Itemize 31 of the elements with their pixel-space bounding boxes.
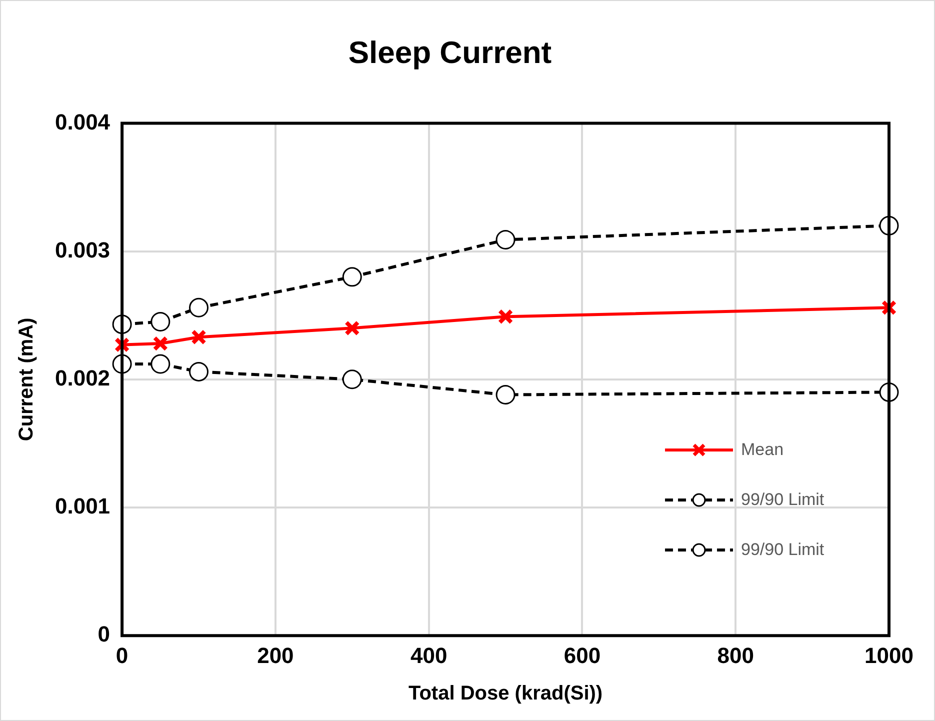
point bbox=[114, 337, 130, 352]
x-tick-label: 400 bbox=[410, 642, 448, 668]
chart-title: Sleep Current bbox=[348, 35, 552, 70]
x-tick-label: 600 bbox=[564, 642, 601, 668]
y-tick-label: 0.001 bbox=[54, 494, 110, 519]
y-axis-title: Current (mA) bbox=[16, 318, 38, 442]
y-tick-label: 0.003 bbox=[54, 237, 110, 262]
point bbox=[191, 329, 206, 345]
point bbox=[342, 267, 362, 287]
legend-label: 99/90 Limit bbox=[741, 540, 824, 560]
point bbox=[150, 354, 170, 374]
point bbox=[496, 230, 516, 250]
x-tick-label: 200 bbox=[257, 642, 294, 668]
y-tick-label: 0.004 bbox=[54, 109, 111, 134]
point bbox=[342, 370, 362, 390]
point bbox=[189, 362, 208, 382]
point bbox=[150, 312, 170, 332]
point bbox=[189, 298, 208, 318]
x-tick-label: 1000 bbox=[864, 642, 914, 668]
x-axis-title: Total Dose (krad(Si)) bbox=[408, 682, 603, 705]
legend-label: Mean bbox=[741, 440, 784, 460]
y-tick-label: 0.002 bbox=[54, 365, 110, 390]
y-tick-label: 0 bbox=[98, 622, 110, 647]
point bbox=[498, 308, 514, 324]
point bbox=[152, 336, 168, 352]
point bbox=[881, 300, 897, 316]
legend-label: 99/90 Limit bbox=[741, 490, 824, 510]
point bbox=[344, 320, 360, 336]
point bbox=[496, 385, 516, 405]
x-tick-label: 0 bbox=[116, 642, 128, 668]
x-tick-label: 800 bbox=[717, 642, 754, 668]
